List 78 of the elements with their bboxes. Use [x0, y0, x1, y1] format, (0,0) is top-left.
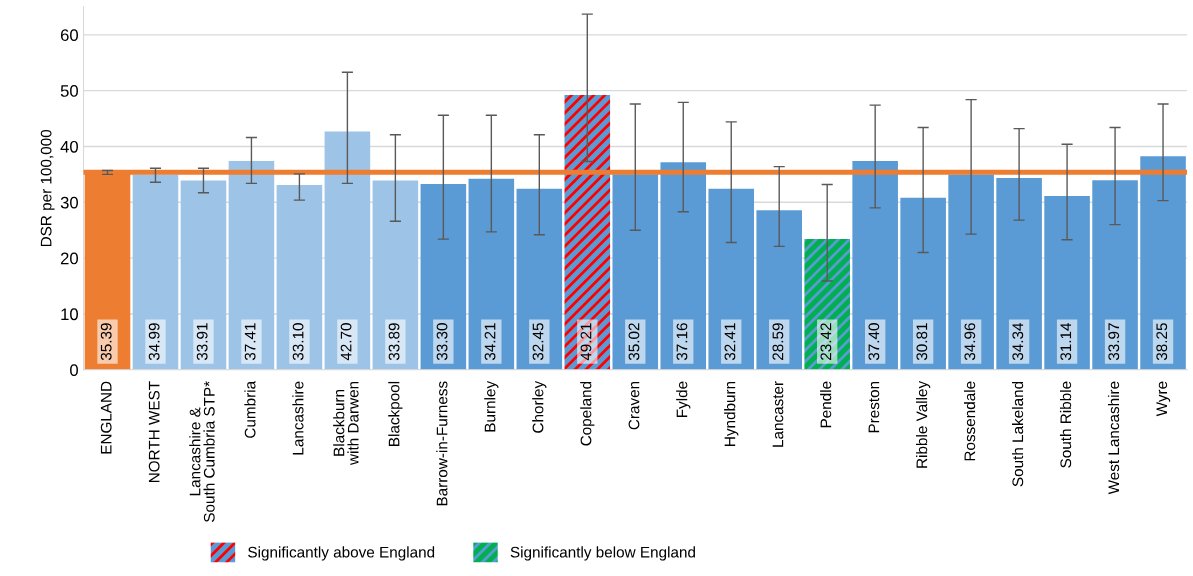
- x-tick-label: Blackpool: [388, 381, 403, 446]
- data-label: 38.25: [1156, 323, 1168, 361]
- bar: [900, 197, 946, 370]
- data-label: 35.39: [100, 323, 112, 361]
- y-tick-label: 50: [60, 85, 78, 97]
- data-label: 33.91: [196, 323, 208, 361]
- data-label: 34.99: [148, 323, 160, 361]
- x-tick-label: South Ribble: [1059, 381, 1072, 468]
- x-tick-label: Rossendale: [964, 381, 976, 461]
- x-tick-label: Pendle: [820, 381, 832, 428]
- bar: [132, 174, 179, 370]
- x-tick-label: Lancashire & South Cumbria STP*: [189, 381, 215, 523]
- bar: [804, 239, 850, 370]
- x-tick-label: Cumbria: [244, 380, 256, 438]
- y-tick-label: 60: [60, 29, 78, 42]
- bar: [1092, 180, 1138, 370]
- x-tick-label: Burnley: [484, 380, 499, 432]
- bar: [1044, 195, 1090, 370]
- x-tick-label: Copeland: [580, 381, 595, 446]
- bar: [468, 178, 515, 370]
- legend-label: Significantly above England: [248, 546, 435, 561]
- x-tick-label: Fylde: [676, 381, 691, 418]
- x-tick-label: Lancashire: [292, 381, 304, 455]
- data-label: 32.45: [532, 323, 544, 361]
- x-tick-label: Lancaster: [772, 381, 784, 447]
- y-axis-title: DSR per 100,000: [40, 129, 55, 247]
- bar: [276, 185, 323, 370]
- y-tick-label: 20: [60, 252, 78, 265]
- data-label: 34.96: [964, 323, 976, 361]
- x-tick-label: Barrow-in-Furness: [436, 381, 448, 506]
- data-label: 28.59: [772, 323, 784, 360]
- data-label: 34.21: [484, 323, 496, 361]
- data-label: 49.21: [580, 323, 592, 361]
- data-label: 33.30: [436, 323, 448, 361]
- bar: [996, 178, 1042, 370]
- bar: [372, 180, 419, 370]
- y-tick-label: 0: [70, 364, 78, 376]
- x-tick-label: Hyndburn: [724, 381, 739, 446]
- bar: [612, 174, 659, 370]
- x-tick-label: Wyre: [1156, 381, 1171, 417]
- bar: [228, 160, 275, 370]
- bar: [420, 183, 467, 370]
- legend-label: Significantly below England: [510, 546, 695, 561]
- x-tick-label: West Lancashire: [1107, 381, 1120, 495]
- y-tick-label: 30: [60, 196, 78, 209]
- data-label: 37.16: [676, 323, 688, 361]
- data-label: 35.02: [628, 323, 640, 361]
- bar: [852, 161, 898, 370]
- x-tick-label: Chorley: [532, 380, 547, 433]
- x-tick-label: Blackburn with Darwen: [333, 381, 359, 465]
- data-label: 34.34: [1012, 322, 1024, 361]
- data-label: 23.42: [820, 323, 832, 360]
- bar: [180, 180, 227, 370]
- bar: [516, 188, 563, 370]
- data-label: 37.40: [868, 323, 880, 361]
- bar: [948, 174, 994, 370]
- x-tick-label: Craven: [628, 381, 640, 430]
- data-label: 42.70: [340, 323, 352, 361]
- data-label: 30.81: [916, 323, 928, 361]
- y-tick-label: 40: [60, 140, 78, 153]
- bar: [1140, 156, 1186, 370]
- data-label: 33.10: [292, 323, 304, 361]
- data-label: 33.97: [1108, 323, 1120, 361]
- data-label: 37.41: [244, 323, 256, 361]
- bar: [564, 95, 611, 370]
- data-label: 31.14: [1060, 322, 1072, 361]
- bar: [324, 131, 371, 370]
- x-tick-label: Ribble Valley: [916, 380, 931, 468]
- x-tick-label: South Lakeland: [1011, 381, 1024, 487]
- bar: [708, 188, 755, 370]
- bar: [756, 210, 802, 370]
- x-tick-label: NORTH WEST: [148, 381, 160, 483]
- bar: [660, 162, 707, 370]
- x-tick-label: ENGLAND: [100, 381, 112, 454]
- x-tick-label: Preston: [868, 381, 880, 433]
- data-label: 32.41: [724, 323, 736, 361]
- data-label: 33.89: [388, 323, 400, 361]
- y-tick-label: 10: [61, 308, 78, 321]
